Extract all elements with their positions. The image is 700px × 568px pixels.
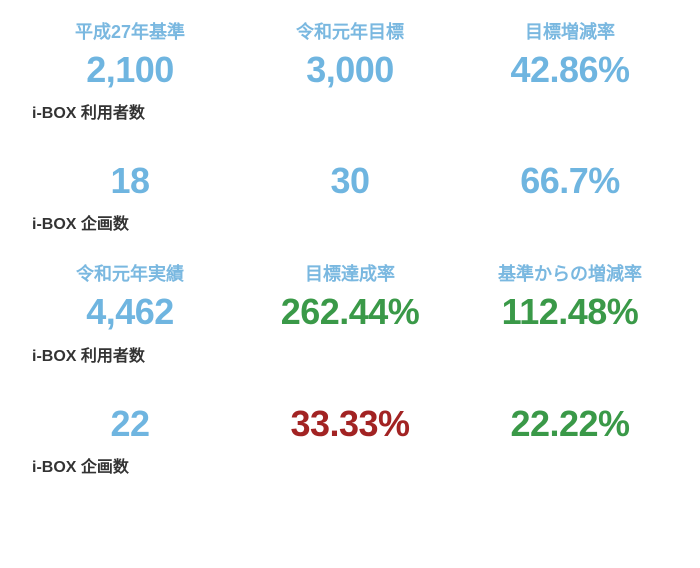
empty-cell (240, 340, 460, 366)
empty-cell (460, 97, 680, 123)
header-cell-target: 令和元年目標 3,000 (240, 18, 460, 91)
value-rate-plans: 66.7% (464, 159, 676, 202)
value-actual-users: 4,462 (24, 290, 236, 333)
value-change-plans: 22.22% (464, 402, 676, 445)
spacer (20, 129, 240, 153)
empty-cell (240, 208, 460, 234)
sublabel-users: i-BOX 利用者数 (20, 99, 240, 123)
value-target-plans: 30 (244, 159, 456, 202)
sublabel-plans: i-BOX 企画数 (20, 453, 240, 477)
header-label: 基準からの増減率 (464, 260, 676, 286)
header-cell-actual: 令和元年実績 4,462 (20, 260, 240, 333)
value-cell: 22 (20, 402, 240, 445)
stats-grid: 平成27年基準 2,100 令和元年目標 3,000 目標増減率 42.86% … (20, 18, 680, 477)
spacer (460, 129, 680, 153)
value-cell: 18 (20, 159, 240, 202)
value-actual-plans: 22 (24, 402, 236, 445)
header-label: 令和元年実績 (24, 260, 236, 286)
empty-cell (460, 208, 680, 234)
value-rate-users: 42.86% (464, 48, 676, 91)
value-baseline-plans: 18 (24, 159, 236, 202)
sublabel-users: i-BOX 利用者数 (20, 342, 240, 366)
value-change-users: 112.48% (464, 290, 676, 333)
value-cell: 66.7% (460, 159, 680, 202)
header-cell-achievement: 目標達成率 262.44% (240, 260, 460, 333)
header-cell-rate: 目標増減率 42.86% (460, 18, 680, 91)
value-cell: 33.33% (240, 402, 460, 445)
value-cell: 30 (240, 159, 460, 202)
value-achievement-plans: 33.33% (244, 402, 456, 445)
empty-cell (460, 340, 680, 366)
empty-cell (240, 97, 460, 123)
empty-cell (460, 451, 680, 477)
spacer (240, 372, 460, 396)
header-label: 平成27年基準 (24, 18, 236, 44)
value-baseline-users: 2,100 (24, 48, 236, 91)
header-cell-change: 基準からの増減率 112.48% (460, 260, 680, 333)
value-target-users: 3,000 (244, 48, 456, 91)
header-label: 目標増減率 (464, 18, 676, 44)
value-cell: 22.22% (460, 402, 680, 445)
header-cell-baseline: 平成27年基準 2,100 (20, 18, 240, 91)
header-label: 令和元年目標 (244, 18, 456, 44)
spacer (20, 372, 240, 396)
value-achievement-users: 262.44% (244, 290, 456, 333)
spacer (460, 240, 680, 254)
spacer (460, 372, 680, 396)
spacer (20, 240, 240, 254)
spacer (240, 240, 460, 254)
empty-cell (240, 451, 460, 477)
header-label: 目標達成率 (244, 260, 456, 286)
spacer (240, 129, 460, 153)
sublabel-plans: i-BOX 企画数 (20, 210, 240, 234)
